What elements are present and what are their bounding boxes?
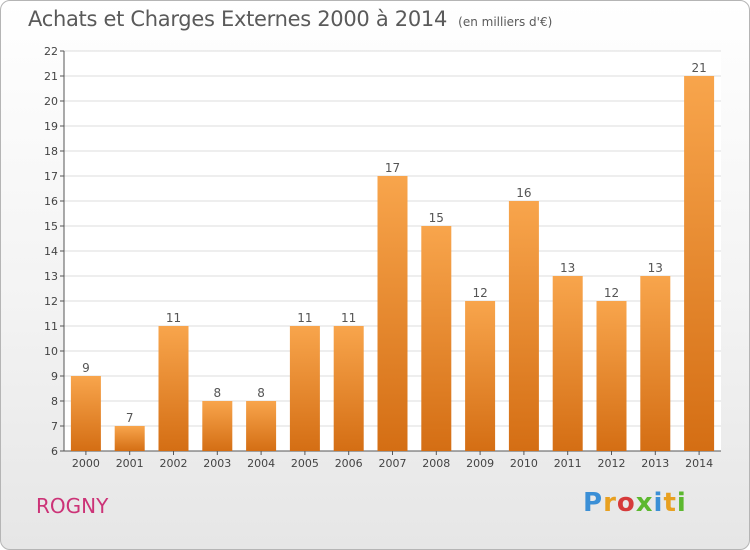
bar [202,401,233,451]
logo-letter: o [616,488,636,518]
commune-name: ROGNY [36,494,109,518]
x-tick-label: 2001 [116,457,144,470]
bar [465,301,496,451]
data-label: 11 [166,311,181,325]
x-tick-label: 2005 [291,457,319,470]
logo-letter: P [583,488,604,518]
x-tick-label: 2004 [247,457,275,470]
data-label: 17 [385,161,400,175]
x-tick-label: 2013 [641,457,669,470]
y-tick-label: 11 [44,320,58,333]
x-tick-label: 2002 [160,457,188,470]
logo-letter: i [676,488,687,518]
bar [421,226,452,451]
bar [333,326,364,451]
y-tick-label: 10 [44,345,58,358]
chart-title: Achats et Charges Externes 2000 à 2014 [28,7,448,31]
y-tick-label: 20 [44,95,58,108]
x-tick-label: 2012 [598,457,626,470]
y-tick-label: 17 [44,170,58,183]
y-tick-label: 18 [44,145,58,158]
bar [596,301,627,451]
x-tick-label: 2009 [466,457,494,470]
bar [246,401,277,451]
bar [158,326,189,451]
bar [70,376,101,451]
x-tick-label: 2006 [335,457,363,470]
y-tick-label: 16 [44,195,58,208]
chart-unit: (en milliers d'€) [458,15,553,29]
proxiti-logo: Proxiti [583,488,687,518]
logo-letter: x [635,488,654,518]
x-tick-label: 2014 [685,457,713,470]
data-label: 12 [604,286,619,300]
x-tick-label: 2008 [422,457,450,470]
data-label: 7 [126,411,134,425]
y-tick-label: 21 [44,70,58,83]
data-label: 11 [297,311,312,325]
bar [377,176,408,451]
y-tick-label: 12 [44,295,58,308]
bar [114,426,145,451]
y-tick-label: 14 [44,245,58,258]
x-tick-label: 2007 [379,457,407,470]
y-tick-label: 7 [51,420,58,433]
data-label: 13 [648,261,663,275]
bar [552,276,583,451]
y-tick-label: 15 [44,220,58,233]
data-label: 15 [429,211,444,225]
data-label: 9 [82,361,90,375]
data-label: 16 [516,186,531,200]
title-row: Achats et Charges Externes 2000 à 2014 (… [28,7,552,31]
y-tick-label: 13 [44,270,58,283]
data-label: 8 [213,386,221,400]
data-label: 13 [560,261,575,275]
bar [289,326,320,451]
data-label: 11 [341,311,356,325]
y-tick-label: 8 [51,395,58,408]
y-tick-label: 9 [51,370,58,383]
logo-letter: i [653,488,664,518]
y-tick-label: 19 [44,120,58,133]
logo-letter: r [603,488,617,518]
y-tick-label: 6 [51,445,58,458]
bar [684,76,715,451]
data-label: 12 [472,286,487,300]
data-label: 8 [257,386,265,400]
bar [508,201,539,451]
x-tick-label: 2010 [510,457,538,470]
logo-letter: t [663,488,677,518]
x-tick-label: 2003 [203,457,231,470]
x-tick-label: 2011 [554,457,582,470]
data-label: 21 [691,61,706,75]
y-tick-label: 22 [44,45,58,58]
bar [640,276,671,451]
x-tick-label: 2000 [72,457,100,470]
